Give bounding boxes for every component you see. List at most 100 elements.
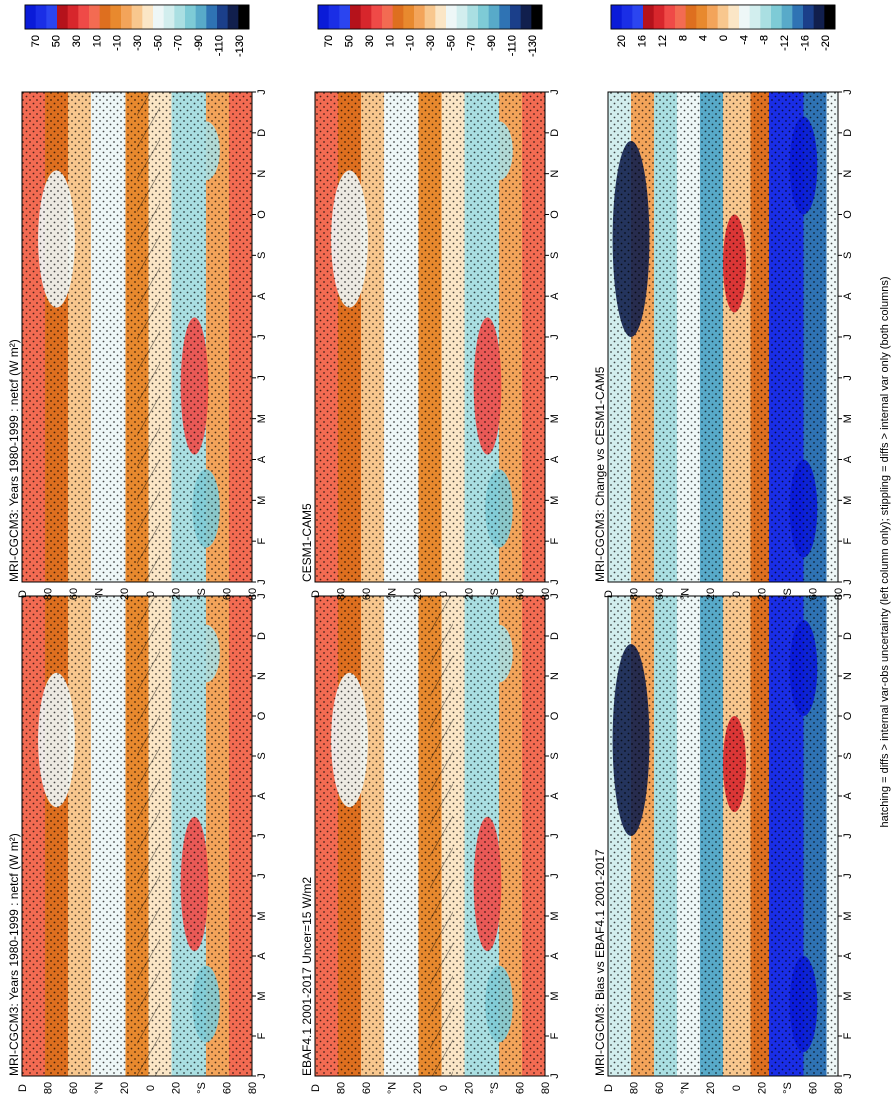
lat-label: 60 xyxy=(654,588,666,600)
lat-label: 20 xyxy=(170,588,182,600)
month-label: S xyxy=(256,752,268,759)
colorbar-label: 70 xyxy=(323,35,335,47)
colorbar-label: 30 xyxy=(71,35,83,47)
month-label: J xyxy=(842,334,854,340)
month-label: O xyxy=(256,711,268,720)
colorbar-label: -90 xyxy=(486,35,498,51)
month-label: A xyxy=(842,292,854,300)
lat-label: 0 xyxy=(731,1085,743,1091)
colorbar-label: -30 xyxy=(132,35,144,51)
colorbar-label: 16 xyxy=(637,35,649,47)
month-label: J xyxy=(549,334,561,340)
lat-label: 80 xyxy=(43,1082,55,1094)
lat-label: °N xyxy=(387,1082,399,1094)
colorbar-label: 10 xyxy=(91,35,103,47)
colorbar-swatch xyxy=(446,5,457,29)
lat-label: D xyxy=(17,590,29,598)
month-label: J xyxy=(842,89,854,95)
colorbar-label: 70 xyxy=(30,35,42,47)
lat-label: D xyxy=(603,590,615,598)
month-label: A xyxy=(549,455,561,463)
stippling xyxy=(315,92,545,582)
month-label: J xyxy=(842,593,854,599)
colorbar-label: -50 xyxy=(445,35,457,51)
colorbar-swatch xyxy=(510,5,521,29)
colorbar-label: -70 xyxy=(466,35,478,51)
lat-label: 20 xyxy=(705,588,717,600)
lat-label: 60 xyxy=(221,588,233,600)
colorbar-label: -130 xyxy=(234,35,246,57)
colorbar-label: -110 xyxy=(213,35,225,56)
colorbar-swatch xyxy=(781,5,793,29)
colorbar-swatch xyxy=(803,5,814,29)
colorbar-label: 16 xyxy=(637,35,649,47)
month-label: A xyxy=(842,952,854,960)
month-label: N xyxy=(256,170,268,178)
colorbar-swatch xyxy=(760,5,772,29)
month-label: D xyxy=(549,129,561,137)
colorbar-swatch xyxy=(217,5,228,29)
lat-label: 0 xyxy=(145,1085,157,1091)
colorbar-label: 30 xyxy=(364,35,376,47)
stippling xyxy=(608,596,838,1076)
colorbar-label: 8 xyxy=(677,35,689,41)
lat-label: 60 xyxy=(221,1082,233,1094)
colorbar-label: 30 xyxy=(71,35,83,47)
lat-label: 0 xyxy=(145,591,157,597)
colorbar-swatch xyxy=(467,5,479,29)
colorbar-swatch xyxy=(792,5,804,29)
colorbar-label: 20 xyxy=(616,35,628,47)
month-label: J xyxy=(256,593,268,599)
lat-label: D xyxy=(310,1084,322,1092)
colorbar-label: -90 xyxy=(193,35,205,51)
colorbar-swatch xyxy=(739,5,750,29)
colorbar-label: 12 xyxy=(657,35,669,47)
lat-label: 80 xyxy=(247,1082,259,1094)
month-label: A xyxy=(256,792,268,800)
month-label: J xyxy=(256,375,268,381)
month-label: S xyxy=(549,752,561,759)
colorbar-frame xyxy=(610,4,836,30)
colorbar-swatch xyxy=(89,5,100,29)
month-label: J xyxy=(842,873,854,879)
month-label: A xyxy=(256,292,268,300)
lat-label: 80 xyxy=(43,588,55,600)
month-label: M xyxy=(256,496,268,505)
lat-label: 20 xyxy=(412,1082,424,1094)
colorbar-swatch xyxy=(717,5,729,29)
colorbar-swatch xyxy=(488,5,500,29)
lat-label: D xyxy=(603,1084,615,1092)
month-label: N xyxy=(256,672,268,680)
stippling xyxy=(608,92,838,582)
colorbar-label: -10 xyxy=(112,35,124,51)
lat-label: 80 xyxy=(833,588,845,600)
colorbar-swatch xyxy=(696,5,708,29)
colorbar-label: 50 xyxy=(344,35,356,47)
month-label: D xyxy=(549,632,561,640)
month-label: M xyxy=(842,911,854,920)
panel-title: CESM1-CAM5 xyxy=(300,503,314,582)
colorbar-label: -50 xyxy=(152,35,164,51)
colorbar-swatch xyxy=(142,5,154,29)
month-label: M xyxy=(549,496,561,505)
month-label: F xyxy=(256,538,268,545)
colorbar-label: -4 xyxy=(738,35,750,45)
lat-label: 80 xyxy=(336,1082,348,1094)
colorbar-swatch xyxy=(25,5,36,29)
colorbar-swatch xyxy=(621,5,633,29)
hatching xyxy=(137,92,160,582)
colorbar-swatch xyxy=(339,5,351,29)
footnote: hatching = diffs > internal var-obs unce… xyxy=(879,276,891,827)
colorbar-swatch xyxy=(206,5,218,29)
colorbar-label: -110 xyxy=(506,35,518,56)
month-label: F xyxy=(549,538,561,545)
colorbar-label: -8 xyxy=(759,35,771,45)
colorbar-swatch xyxy=(403,5,415,29)
lat-label: 20 xyxy=(756,588,768,600)
colorbar-label: -30 xyxy=(425,35,437,51)
month-label: F xyxy=(549,1032,561,1039)
lat-label: °S xyxy=(196,1082,208,1094)
colorbar-label: -16 xyxy=(799,35,811,51)
month-label: O xyxy=(549,210,561,219)
month-label: M xyxy=(549,414,561,423)
